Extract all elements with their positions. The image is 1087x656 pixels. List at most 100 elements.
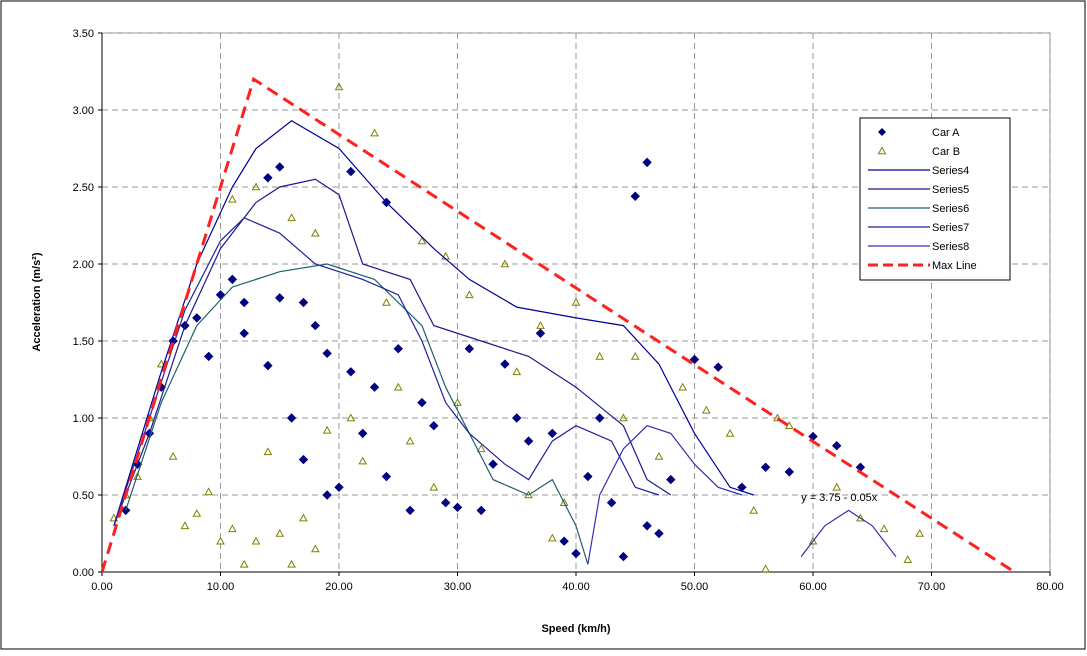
point [903,555,913,563]
point [299,513,308,522]
x-tick-label: 30.00 [444,581,472,593]
point [192,508,202,517]
point [216,536,225,545]
point [228,524,237,533]
point [678,382,687,391]
point [287,559,296,568]
point [204,487,213,496]
point [618,551,629,562]
series-line [100,76,1016,574]
point [440,497,451,508]
point [915,528,924,537]
point [488,459,498,469]
point [287,213,296,222]
point [215,290,226,300]
point [275,293,285,303]
x-tick-label: 20.00 [325,581,353,593]
point [239,559,249,568]
point [630,351,640,360]
point [192,313,202,323]
point [275,162,285,172]
point [512,367,522,376]
point [417,236,427,245]
legend-marker [877,146,887,155]
legend: Car A Car B Series4 Series5 Series6 Series7 Se… [859,117,1011,281]
point [571,548,581,559]
legend-label: Series6 [932,203,969,215]
point [334,482,344,493]
point [559,536,569,546]
legend-label: Car A [932,127,960,139]
point [523,436,534,446]
legend-label: Max Line [932,260,977,272]
series-line [587,425,897,565]
point [358,456,368,465]
series-line [125,263,589,565]
annotation: y = 3.75 - 0.05x [801,492,878,504]
point [310,228,320,237]
point [405,436,415,445]
point [298,297,309,308]
point [180,521,190,530]
x-tick-label: 60.00 [799,581,827,593]
y-tick-label: 3.50 [73,28,94,40]
point [630,191,640,201]
point [749,505,759,514]
point [760,462,771,472]
point [263,360,273,371]
x-tick-label: 80.00 [1036,581,1064,593]
x-tick-label: 70.00 [918,581,946,593]
point [334,82,344,91]
point [654,528,664,539]
point [298,454,309,465]
point [346,166,356,177]
point [476,505,486,516]
point [168,451,178,460]
legend-marker [878,128,886,136]
legend-label: Series5 [932,184,969,196]
point [109,513,119,522]
legend-label: Series4 [932,165,969,177]
point [571,297,581,306]
point [536,321,545,329]
point [133,471,142,480]
point [500,259,510,268]
point [322,425,332,434]
point [465,290,474,299]
point [535,328,546,339]
point [831,441,842,451]
point [381,471,392,482]
legend-label: Series7 [932,222,969,234]
point [203,351,214,362]
series-line [113,217,660,526]
point [619,413,628,422]
point [275,528,285,537]
point [286,413,297,423]
point [429,482,439,491]
point [547,428,558,439]
point [547,533,557,542]
point [761,564,770,573]
point [713,362,723,372]
point [642,521,652,531]
point [879,524,889,533]
point [654,451,664,460]
point [594,413,605,423]
point [263,447,273,456]
legend-label: Series8 [932,241,969,253]
x-tick-label: 0.00 [91,581,112,593]
point [773,413,782,422]
point [595,351,605,360]
point [417,397,427,408]
point [346,413,356,422]
y-tick-label: 2.00 [73,259,94,271]
point [382,297,391,306]
point [452,502,463,513]
legend-box [859,117,1011,281]
x-tick-label: 40.00 [562,581,590,593]
point [832,482,842,491]
point [808,536,818,545]
point [393,382,403,391]
